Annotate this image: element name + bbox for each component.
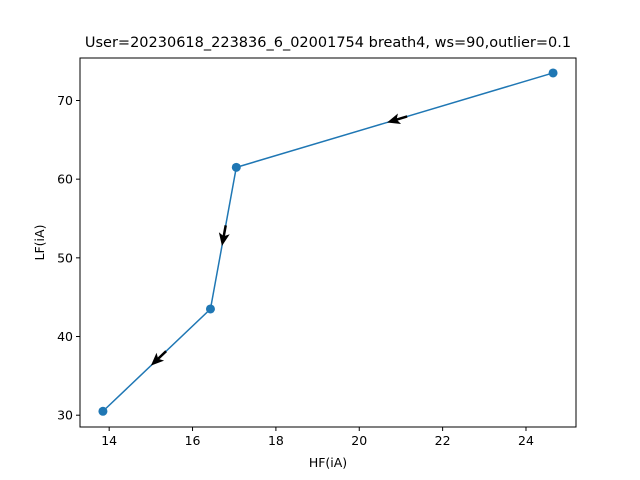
arrow-shaft — [222, 225, 227, 239]
arrow-shaft — [394, 115, 408, 122]
data-point — [548, 68, 558, 78]
arrow-head — [150, 352, 165, 366]
x-tick-label: 16 — [185, 433, 201, 448]
y-tick-label: 30 — [57, 408, 73, 423]
chart-title: User=20230618_223836_6_02001754 breath4,… — [85, 35, 571, 51]
direction-arrow — [150, 350, 167, 366]
y-tick-label: 60 — [57, 172, 73, 187]
data-point — [231, 162, 241, 172]
series-line — [102, 72, 554, 412]
x-tick-label: 14 — [101, 433, 117, 448]
plot-frame — [79, 57, 577, 428]
arrow-head — [387, 113, 402, 124]
x-tick-label: 20 — [351, 433, 367, 448]
direction-arrow — [218, 225, 230, 247]
direction-arrow — [387, 113, 408, 124]
x-tick-label: 24 — [518, 433, 534, 448]
plot-area: 14 16 18 20 22 24 30 40 50 60 70 — [57, 57, 577, 448]
data-point — [205, 304, 215, 314]
data-point — [98, 406, 108, 416]
y-tick-label: 70 — [57, 93, 73, 108]
y-tick-label: 50 — [57, 250, 73, 265]
arrow-head — [218, 232, 230, 247]
y-axis-label: LF(iA) — [32, 225, 47, 261]
x-axis-label: HF(iA) — [309, 455, 347, 470]
arrow-shaft — [155, 350, 167, 362]
x-tick-label: 18 — [268, 433, 284, 448]
x-tick-label: 22 — [435, 433, 451, 448]
y-tick-label: 40 — [57, 329, 73, 344]
